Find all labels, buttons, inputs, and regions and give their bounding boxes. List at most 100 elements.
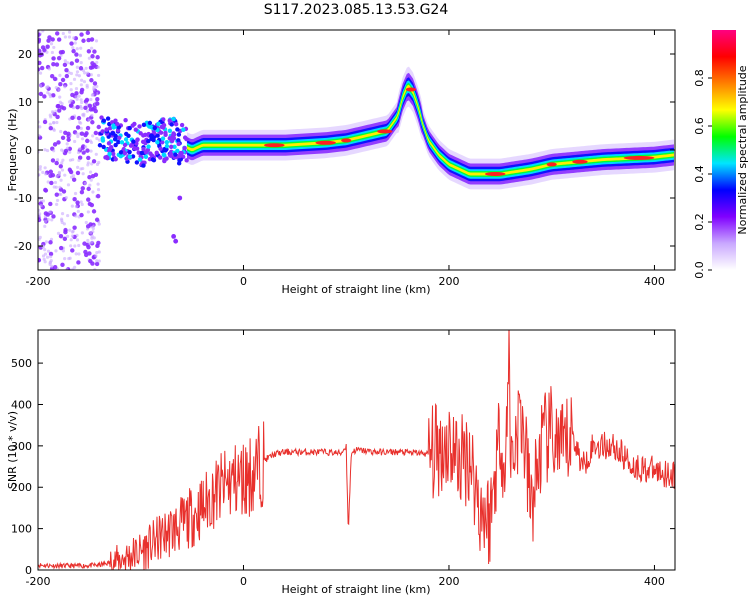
spectrogram-noise-point	[73, 191, 78, 196]
spectrogram-peak	[264, 143, 285, 148]
spectrogram-scatter-point	[179, 122, 185, 128]
spectrogram-noise-point	[55, 202, 59, 206]
spectrogram-noise-point	[51, 214, 56, 219]
spectrogram-noise-point	[38, 60, 42, 66]
spectrogram-noise-point	[85, 138, 90, 144]
spectrogram-scatter-point	[172, 144, 177, 150]
spectrogram-noise-point	[68, 158, 73, 162]
spectrogram-noise-point	[50, 37, 55, 42]
spectrogram-noise-point	[77, 74, 81, 78]
spectrogram-scatter-point	[154, 150, 159, 156]
x-tick-label: 0	[240, 575, 247, 588]
spectrogram-noise-point	[75, 104, 80, 110]
spectrogram-marks	[38, 30, 674, 270]
spectrogram-noise-point	[96, 182, 100, 186]
spectrogram-noise-point	[84, 220, 88, 225]
spectrogram-noise-point	[95, 101, 100, 106]
spectrogram-noise-point	[46, 217, 50, 222]
spectrogram-outlier-point	[173, 238, 179, 244]
spectrogram-noise-point	[39, 65, 45, 71]
spectrogram-scatter-point	[127, 154, 133, 159]
spectrogram-noise-point	[56, 37, 62, 42]
spectrogram-noise-point	[78, 53, 82, 57]
spectrogram-noise-point	[82, 80, 87, 84]
spectrogram-peak	[623, 155, 655, 160]
spectrogram-noise-point	[50, 158, 56, 163]
spectrogram-noise-point	[52, 45, 56, 50]
spectrogram-outlier-point	[171, 234, 177, 239]
spectrogram-scatter-point	[111, 151, 116, 156]
x-tick-label: 0	[240, 275, 247, 288]
spectrogram-noise-point	[94, 254, 98, 258]
spectrogram-noise-point	[38, 212, 42, 216]
spectrogram-scatter-point	[158, 155, 163, 160]
spectrogram-noise-point	[73, 139, 77, 144]
spectrogram-scatter-point	[117, 135, 122, 141]
spectrogram-peak	[546, 162, 557, 167]
spectrogram-noise-point	[38, 217, 42, 223]
spectrogram-scatter-point	[171, 132, 177, 137]
spectrogram-noise-point	[59, 53, 63, 57]
spectrogram-scatter-point	[152, 125, 157, 131]
colorbar-ticks: 0.0 0.2 0.4 0.6 0.8	[693, 69, 712, 279]
spectrogram-scatter-point	[122, 150, 128, 156]
spectrogram-noise-point	[82, 241, 87, 246]
spectrogram-noise-point	[74, 95, 78, 99]
spectrogram-y-axis-label: Frequency (Hz)	[6, 109, 19, 192]
spectrogram-scatter-point	[123, 118, 128, 123]
spectrogram-noise-point	[43, 219, 48, 223]
spectrogram-noise-point	[85, 148, 90, 153]
spectrogram-scatter-point	[169, 138, 175, 144]
spectrogram-scatter-point	[100, 136, 105, 141]
spectrogram-noise-point	[87, 56, 91, 60]
spectrogram-peak	[405, 87, 417, 92]
spectrogram-noise-point	[38, 32, 41, 37]
spectrogram-noise-point	[47, 67, 51, 71]
spectrogram-noise-point	[58, 73, 62, 77]
spectrogram-ridge-band	[186, 72, 674, 185]
spectrogram-noise-point	[66, 213, 70, 218]
spectrogram-noise-point	[77, 94, 81, 98]
spectrogram-scatter-point	[151, 137, 156, 143]
spectrogram-noise-point	[87, 175, 92, 180]
spectrogram-noise-point	[79, 46, 83, 50]
spectrogram-outlier-point	[177, 195, 183, 201]
spectrogram-noise-point	[94, 261, 100, 267]
spectrogram-noise-point	[90, 162, 94, 166]
spectrogram-scatter-point	[184, 158, 189, 163]
x-tick-label: 200	[438, 575, 459, 588]
spectrogram-noise-point	[88, 241, 92, 245]
x-tick-label: 400	[644, 275, 665, 288]
spectrogram-noise-point	[58, 234, 64, 239]
colorbar-gradient	[712, 30, 736, 270]
spectrogram-scatter-point	[169, 144, 174, 150]
spectrogram-scatter-point	[162, 158, 167, 164]
spectrogram-noise-point	[52, 76, 58, 82]
spectrogram-noise-point	[73, 244, 77, 248]
spectrogram-noise-point	[54, 86, 58, 90]
spectrogram-noise-point	[56, 55, 62, 61]
spectrogram-noise-point	[55, 120, 59, 125]
spectrogram-scatter-point	[113, 118, 118, 123]
spectrogram-scatter-point	[116, 125, 122, 130]
spectrogram-noise-point	[50, 264, 54, 268]
spectrogram-scatter-point	[101, 144, 106, 150]
spectrogram-noise-point	[69, 71, 73, 76]
spectrogram-noise-point	[41, 170, 45, 174]
spectrogram-noise-point	[58, 245, 64, 251]
spectrogram-noise-point	[55, 114, 60, 120]
spectrogram-noise-point	[68, 150, 72, 154]
spectrogram-noise-point	[79, 189, 85, 195]
spectrogram-noise-point	[62, 236, 68, 242]
spectrogram-noise-point	[48, 126, 53, 131]
y-tick-label: 10	[18, 96, 32, 109]
spectrogram-scatter-point	[184, 137, 189, 142]
spectrogram-noise-point	[77, 243, 81, 248]
spectrogram-noise-point	[66, 183, 71, 187]
spectrogram-noise-point	[39, 203, 43, 208]
spectrogram-scatter-point	[141, 146, 146, 152]
y-tick-label: 20	[18, 48, 32, 61]
spectrogram-scatter-point	[116, 139, 121, 145]
spectrogram-noise-point	[64, 73, 70, 79]
spectrogram-noise-point	[76, 209, 80, 213]
